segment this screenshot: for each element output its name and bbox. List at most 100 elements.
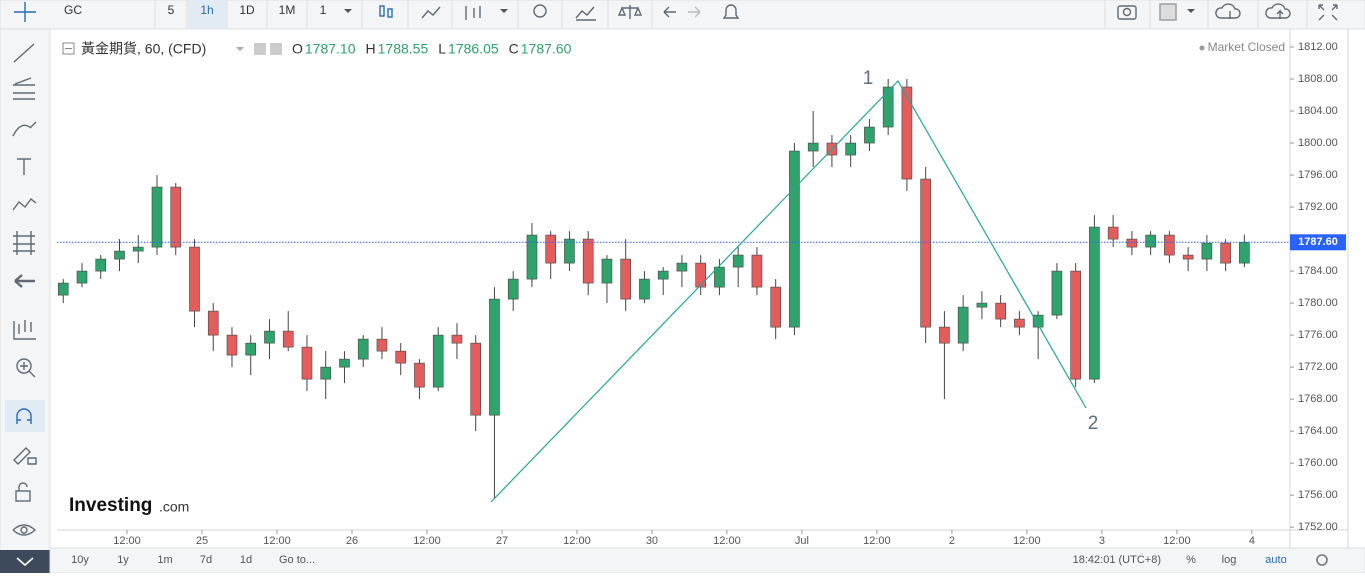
plot-area: 1752.00 1756.00 1760.00 1764.00 1768.00 1772.… — [57, 41, 1346, 547]
y-tick-label: 1752.00 — [1298, 521, 1338, 533]
candle-body — [1239, 241, 1250, 264]
candle-body — [882, 86, 894, 128]
toolbar-icons[interactable] — [379, 3, 1338, 21]
y-tick-label: 1796.00 — [1298, 169, 1338, 181]
candle-body — [1032, 314, 1044, 328]
y-tick-label: 1780.00 — [1298, 297, 1338, 309]
range-button[interactable]: 10y — [71, 554, 89, 566]
candle-body — [320, 366, 332, 380]
x-tick-label: 30 — [646, 535, 658, 547]
candle-body — [1145, 234, 1156, 248]
interval-button[interactable]: 5 — [168, 3, 175, 17]
candle-body — [639, 278, 650, 300]
interval-button[interactable]: 1D — [239, 3, 255, 17]
candle-body — [507, 278, 519, 300]
title-dropdown[interactable] — [236, 47, 244, 51]
last-price-tag — [1290, 234, 1346, 251]
x-tick-label: 12:00 — [863, 535, 891, 547]
range-button[interactable]: 1y — [117, 554, 129, 566]
candle-body — [264, 330, 275, 344]
ohlc-value: 1787.10 — [305, 41, 356, 57]
x-tick-label: 25 — [196, 535, 208, 547]
range-button[interactable]: 1d — [240, 554, 252, 566]
x-tick-label: Jul — [795, 535, 809, 547]
y-tick-label: 1784.00 — [1298, 265, 1338, 277]
candle-body — [282, 330, 294, 348]
eye-icon[interactable] — [254, 43, 266, 55]
candle-body — [1182, 254, 1194, 260]
y-tick-label: 1760.00 — [1298, 457, 1338, 469]
candle-body — [864, 126, 875, 144]
x-tick-label: 12:00 — [113, 535, 141, 547]
logo-brand: Investing — [69, 495, 152, 516]
y-tick-label: 1804.00 — [1298, 105, 1338, 117]
candle-body — [395, 350, 407, 364]
ohlc-legend: O 1787.10 H 1788.55 L 1786.05 C 1787.60 — [292, 41, 572, 57]
candle-body — [357, 338, 369, 360]
candle-body — [1051, 270, 1063, 316]
collapse-icon — [16, 557, 34, 567]
candle-body — [564, 238, 575, 264]
x-tick-label: 12:00 — [563, 535, 591, 547]
range-button[interactable]: 1m — [157, 554, 172, 566]
x-tick-label: 12:00 — [263, 535, 291, 547]
candle-body — [770, 286, 781, 328]
range-button[interactable]: 7d — [200, 554, 212, 566]
candle-body — [114, 250, 125, 260]
interval-button[interactable]: 1h — [200, 3, 213, 17]
candle-body — [807, 142, 819, 152]
candle-body — [1126, 238, 1138, 248]
symbol-input[interactable]: GC — [64, 3, 82, 17]
candle-body — [695, 262, 706, 288]
candle-body — [526, 234, 538, 280]
auto-button[interactable]: auto — [1265, 554, 1286, 566]
candle-body — [151, 186, 163, 248]
x-tick-label: 26 — [346, 535, 358, 547]
y-tick-label: 1768.00 — [1298, 393, 1338, 405]
candle-body — [489, 298, 500, 416]
candle-body — [1164, 234, 1175, 256]
candle-body — [976, 302, 988, 308]
candle-body — [57, 282, 69, 296]
candle-body — [957, 306, 969, 344]
ohlc-key: C — [509, 41, 519, 57]
log-button[interactable]: log — [1222, 554, 1237, 566]
candle-body — [432, 334, 444, 388]
dropdown-arrow[interactable] — [344, 9, 352, 13]
candle-body — [676, 262, 688, 272]
goto-button[interactable]: Go to... — [279, 554, 315, 566]
settings-icon[interactable] — [270, 43, 282, 55]
candle-body — [751, 254, 763, 288]
collapse-legend[interactable] — [62, 42, 75, 55]
y-tick-label: 1812.00 — [1298, 41, 1338, 53]
x-tick-label: 3 — [1099, 535, 1105, 547]
candle-body — [76, 270, 88, 284]
candle-body — [789, 150, 800, 328]
ohlc-key: H — [366, 41, 376, 57]
y-tick-label: 1792.00 — [1298, 201, 1338, 213]
x-tick-label: 12:00 — [1013, 535, 1041, 547]
interval-button[interactable]: 1 — [320, 3, 327, 17]
percent-button[interactable]: % — [1186, 554, 1196, 566]
x-tick-label: 12:00 — [413, 535, 441, 547]
candle-body — [132, 246, 144, 252]
collapse-button[interactable] — [0, 550, 50, 573]
ohlc-value: 1787.60 — [521, 41, 572, 57]
trend-line — [490, 80, 1087, 503]
candle-body — [732, 254, 744, 268]
logo-suffix: .com — [159, 499, 189, 515]
x-tick-label: 27 — [496, 535, 508, 547]
drawing-tools[interactable] — [5, 2, 45, 536]
annotation: 2 — [1088, 413, 1099, 434]
y-tick-label: 1808.00 — [1298, 73, 1338, 85]
candle-body — [845, 142, 856, 156]
interval-button[interactable]: 1M — [279, 3, 296, 17]
ohlc-value: 1786.05 — [448, 41, 499, 57]
settings-button[interactable] — [1316, 554, 1328, 566]
candle-body — [901, 86, 913, 180]
candle-body — [657, 270, 669, 280]
candle-body — [939, 326, 950, 344]
x-tick-label: 4 — [1249, 535, 1255, 547]
